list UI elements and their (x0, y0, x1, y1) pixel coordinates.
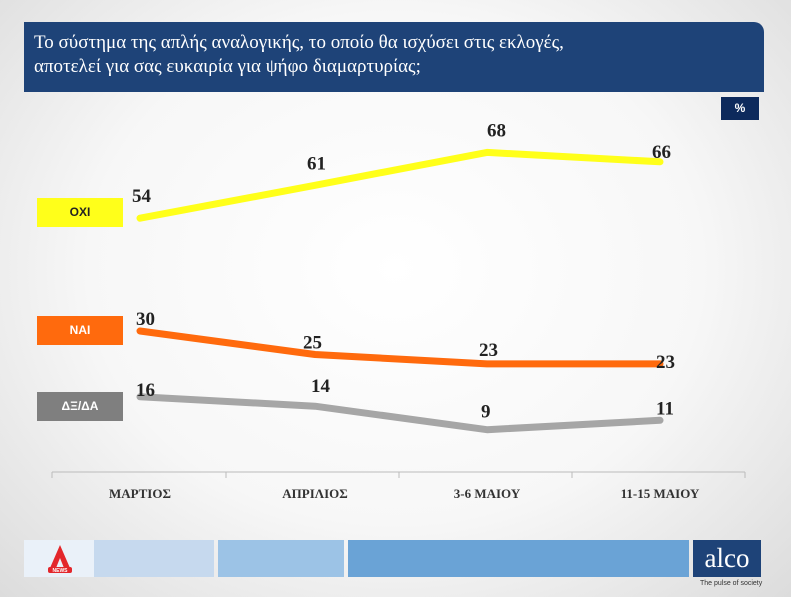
footer-bar-1 (94, 540, 214, 577)
legend-item-oxi: ΟΧΙ (37, 198, 123, 227)
series-line-1 (136, 327, 664, 368)
data-label: 14 (311, 376, 331, 397)
unit-badge: % (721, 97, 759, 120)
title-banner: Το σύστημα της απλής αναλογικής, το οποί… (24, 22, 764, 92)
data-label: 61 (307, 153, 326, 174)
x-tick-label: 3-6 ΜΑΙΟΥ (454, 486, 521, 501)
legend-item-nai: ΝΑΙ (37, 316, 123, 345)
data-label: 68 (487, 120, 506, 141)
alco-logo: alco (693, 540, 761, 577)
series-line-2 (136, 393, 664, 434)
news-logo-text: NEWS (53, 568, 69, 574)
data-label: 11 (656, 398, 674, 419)
data-label: 54 (132, 186, 152, 207)
x-tick-label: ΑΠΡΙΛΙΟΣ (282, 486, 348, 501)
series-line-0 (136, 148, 664, 222)
data-label: 23 (479, 340, 498, 361)
data-label: 9 (481, 402, 491, 423)
footer-bar-2 (218, 540, 344, 577)
footer-bar-3 (348, 540, 689, 577)
legend-item-dxda: ΔΞ/ΔΑ (37, 392, 123, 421)
title-line-1: Το σύστημα της απλής αναλογικής, το οποί… (34, 32, 564, 53)
data-label: 30 (136, 309, 155, 330)
data-label: 66 (652, 142, 671, 163)
title-line-2: αποτελεί για σας ευκαιρία για ψήφο διαμα… (34, 56, 421, 77)
data-label: 16 (136, 380, 155, 401)
data-label: 23 (656, 352, 675, 373)
data-label: 25 (303, 333, 322, 354)
news-logo: NEWS (24, 540, 94, 577)
x-tick-label: 11-15 ΜΑΙΟΥ (621, 486, 700, 501)
x-tick-label: ΜΑΡΤΙΟΣ (109, 486, 171, 501)
news-logo-icon: NEWS (48, 545, 72, 574)
alco-tagline: The pulse of society (700, 580, 763, 587)
